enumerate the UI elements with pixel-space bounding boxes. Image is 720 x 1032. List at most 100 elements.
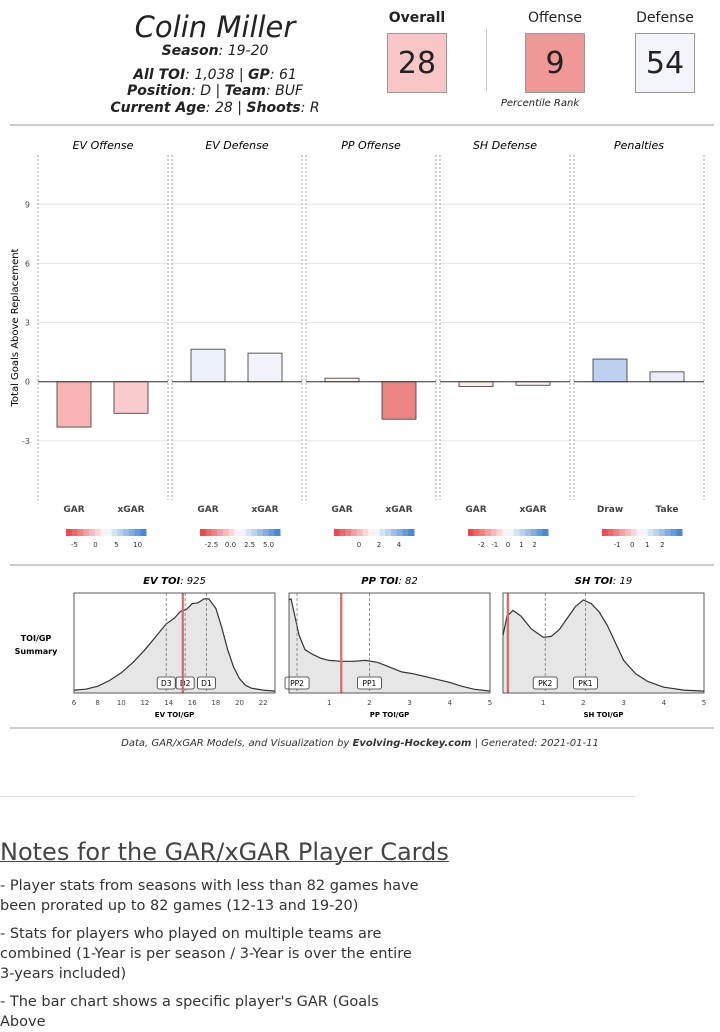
legend-swatch bbox=[530, 529, 538, 536]
bar bbox=[113, 381, 149, 414]
x-tick-label: xGAR bbox=[251, 505, 278, 515]
legend-swatch bbox=[374, 529, 381, 536]
x-tick-label: 5 bbox=[702, 699, 706, 707]
legend-swatch bbox=[345, 529, 352, 536]
y-tick-label: 6 bbox=[25, 259, 30, 268]
overall-rank-box: 28 bbox=[387, 33, 447, 93]
row-label: Summary bbox=[15, 647, 58, 656]
x-tick-label: 1 bbox=[327, 699, 331, 707]
x-tick-label: 18 bbox=[211, 699, 220, 707]
x-tick-label: GAR bbox=[197, 505, 218, 515]
legend-tick-label: 0 bbox=[357, 541, 361, 549]
legend-swatch bbox=[630, 529, 637, 536]
legend-swatch bbox=[262, 529, 270, 536]
player-name: Colin Miller bbox=[134, 10, 296, 44]
x-tick-label: 8 bbox=[95, 699, 99, 707]
legend-swatch bbox=[508, 529, 515, 536]
legend-swatch bbox=[613, 529, 620, 536]
note-item: - Player stats from seasons with less th… bbox=[0, 878, 419, 914]
defense-rank-box: 54 bbox=[635, 33, 695, 93]
x-tick-label: GAR bbox=[331, 505, 352, 515]
legend-swatch bbox=[659, 529, 666, 536]
toi-panel-frame bbox=[288, 592, 491, 694]
legend-swatch bbox=[356, 529, 364, 536]
bar bbox=[515, 381, 551, 386]
marker-label-box bbox=[156, 676, 176, 690]
legend-swatch bbox=[408, 529, 415, 536]
defense-label: Defense bbox=[636, 10, 694, 26]
legend-swatch bbox=[274, 529, 281, 536]
legend-swatch bbox=[257, 529, 264, 536]
legend-swatch bbox=[513, 529, 520, 536]
marker-label: PK2 bbox=[538, 679, 552, 688]
bar bbox=[458, 381, 494, 388]
legend-tick-label: 2 bbox=[532, 541, 536, 549]
x-tick-label: 2 bbox=[581, 699, 585, 707]
legend-swatch bbox=[83, 529, 90, 536]
panel-title: EV Defense bbox=[205, 139, 269, 152]
panel-title: Penalties bbox=[614, 139, 664, 152]
legend-swatch bbox=[676, 529, 683, 536]
legend-tick-label: 2 bbox=[660, 541, 664, 549]
legend-tick-label: 0.0 bbox=[225, 541, 236, 549]
legend-swatch bbox=[368, 529, 375, 536]
density-line bbox=[502, 599, 705, 692]
legend-swatch bbox=[636, 529, 643, 536]
toi-panel: SH TOI: 19 PK2 PK1 1 2 3 4 5 SH TOI/GP bbox=[502, 576, 706, 719]
legend-tick-label: -2.5 bbox=[205, 541, 219, 549]
x-tick-label: 4 bbox=[448, 699, 453, 707]
x-tick-label: Draw bbox=[597, 505, 623, 515]
legend-tick-label: 0 bbox=[506, 541, 510, 549]
density-line bbox=[288, 598, 491, 692]
bar bbox=[592, 358, 628, 383]
bar-panel: Penalties Draw Take -1 0 1 2 bbox=[573, 139, 705, 549]
x-tick-label: 3 bbox=[407, 699, 411, 707]
legend-swatch bbox=[542, 529, 549, 536]
x-tick-label: 14 bbox=[164, 699, 173, 707]
legend-swatch bbox=[205, 529, 212, 536]
legend-swatch bbox=[245, 529, 252, 536]
legend-swatch bbox=[536, 529, 543, 536]
legend-swatch bbox=[362, 529, 369, 536]
x-tick-label: GAR bbox=[465, 505, 486, 515]
legend-swatch bbox=[71, 529, 78, 536]
x-tick-label: Take bbox=[656, 505, 679, 515]
marker-label-box bbox=[284, 676, 310, 690]
legend-swatch bbox=[602, 529, 609, 536]
notes-title: Notes for the GAR/xGAR Player Cards bbox=[0, 838, 449, 866]
legend-swatch bbox=[473, 529, 480, 536]
legend-tick-label: 0 bbox=[93, 541, 97, 549]
marker-label: PK1 bbox=[578, 679, 592, 688]
panel-title: PP Offense bbox=[341, 139, 401, 152]
row-label: TOI/GP bbox=[21, 634, 52, 643]
x-tick-label: 16 bbox=[188, 699, 197, 707]
bar bbox=[381, 381, 417, 420]
toi-panel-frame bbox=[73, 592, 276, 694]
x-tick-label: 22 bbox=[259, 699, 268, 707]
panel-title: SH Defense bbox=[473, 139, 537, 152]
position-line: Position: D | Team: BUF bbox=[126, 83, 304, 99]
marker-label: D2 bbox=[180, 679, 191, 688]
toi-line: All TOI: 1,038 | GP: 61 bbox=[133, 67, 297, 83]
legend-tick-label: 4 bbox=[397, 541, 402, 549]
x-tick-label: 2 bbox=[367, 699, 371, 707]
bar-panel: SH Defense GAR xGAR -2 -1 0 1 2 bbox=[439, 139, 571, 549]
x-axis-label: SH TOI/GP bbox=[583, 711, 623, 719]
season-line: Season: 19-20 bbox=[161, 43, 269, 59]
x-tick-label: 10 bbox=[117, 699, 126, 707]
legend-tick-label: -5 bbox=[71, 541, 78, 549]
legend-swatch bbox=[642, 529, 649, 536]
legend-swatch bbox=[351, 529, 358, 536]
legend-swatch bbox=[77, 529, 84, 536]
marker-label-box bbox=[573, 676, 598, 690]
legend-swatch bbox=[211, 529, 218, 536]
x-axis-label: EV TOI/GP bbox=[155, 711, 194, 719]
legend-swatch bbox=[217, 529, 224, 536]
legend-swatch bbox=[111, 529, 118, 536]
x-tick-label: 12 bbox=[140, 699, 149, 707]
y-tick-label: 9 bbox=[25, 200, 30, 209]
legend-tick-label: 5.0 bbox=[263, 541, 274, 549]
legend-swatch bbox=[647, 529, 654, 536]
legend-swatch bbox=[117, 529, 124, 536]
legend-tick-label: 1 bbox=[519, 541, 523, 549]
